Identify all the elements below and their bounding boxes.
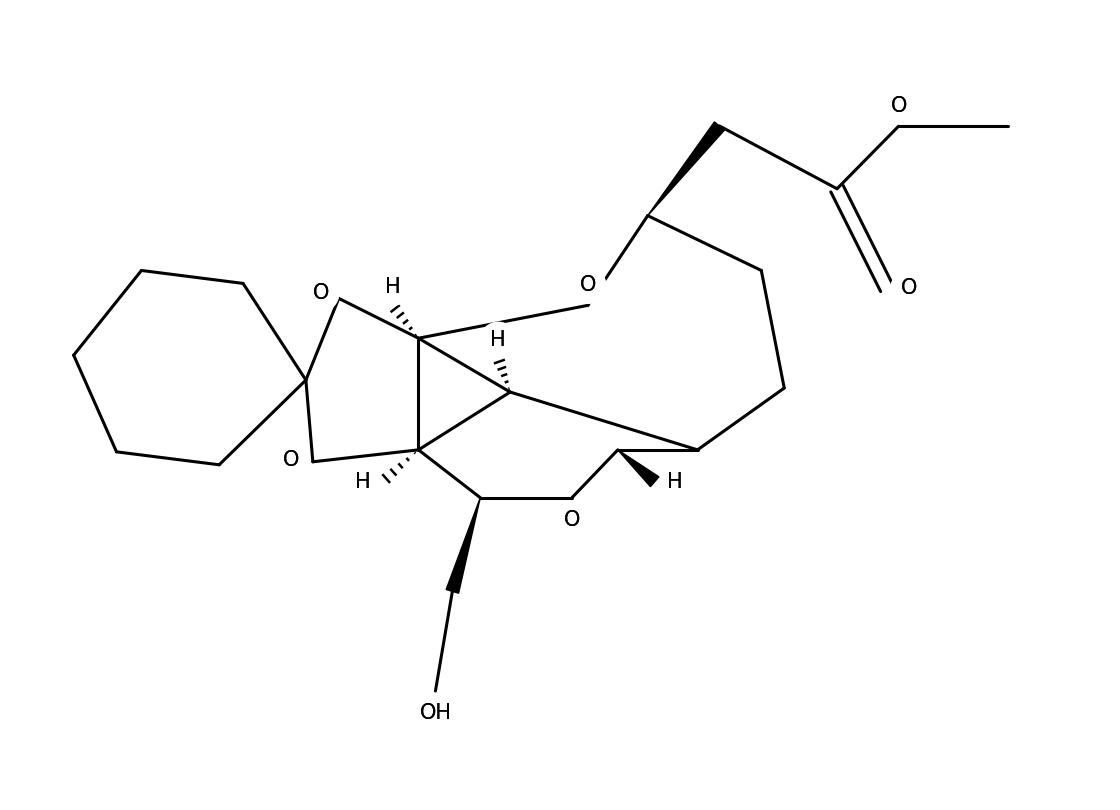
Text: O: O [282, 450, 299, 470]
Text: O: O [900, 279, 917, 298]
Circle shape [890, 271, 926, 306]
Text: H: H [385, 277, 400, 297]
Text: H: H [491, 330, 506, 350]
Text: OH: OH [419, 703, 451, 723]
Circle shape [570, 267, 606, 304]
Text: O: O [312, 284, 329, 304]
Text: O: O [282, 450, 299, 470]
Circle shape [273, 442, 309, 478]
Text: H: H [491, 330, 506, 350]
Text: O: O [312, 284, 329, 304]
Circle shape [480, 322, 516, 358]
Polygon shape [618, 450, 659, 487]
Text: O: O [900, 279, 917, 298]
Text: O: O [580, 275, 596, 296]
Text: H: H [666, 471, 682, 492]
Text: OH: OH [419, 703, 451, 723]
Circle shape [345, 464, 381, 500]
Text: H: H [666, 471, 682, 492]
Polygon shape [647, 122, 725, 215]
Circle shape [418, 695, 454, 731]
Text: H: H [355, 471, 371, 492]
Circle shape [881, 88, 917, 124]
Text: O: O [580, 275, 596, 296]
Text: H: H [385, 277, 400, 297]
Text: H: H [355, 471, 371, 492]
Text: O: O [890, 96, 907, 116]
Circle shape [374, 270, 411, 305]
Circle shape [554, 501, 590, 538]
Text: O: O [563, 509, 580, 530]
Polygon shape [446, 497, 480, 593]
Text: O: O [563, 509, 580, 530]
Text: O: O [890, 96, 907, 116]
Circle shape [656, 464, 692, 500]
Circle shape [302, 275, 338, 311]
